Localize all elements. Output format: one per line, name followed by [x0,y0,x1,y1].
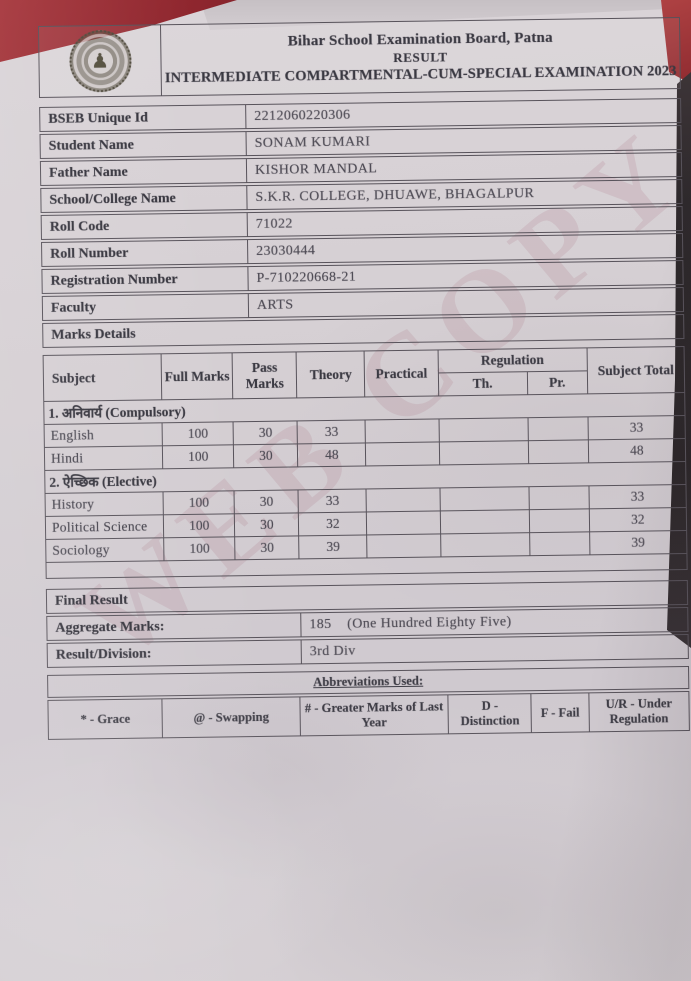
cell-subject: Political Science [45,514,164,540]
cell-theory: 39 [299,534,368,559]
title-block: Bihar School Examination Board, Patna RE… [161,18,680,95]
cell-full: 100 [162,444,234,469]
field-label: Result/Division: [46,639,302,668]
cell-pass: 30 [234,512,300,537]
col-header-full-marks: Full Marks [161,352,233,400]
col-header-regulation: Regulation [437,347,588,373]
cell-subject: English [44,422,163,448]
field-label: Aggregate Marks: [46,612,302,641]
cell-subject: Hindi [44,445,163,471]
col-header-subject: Subject [43,353,162,402]
cell-reg-th [440,532,530,557]
cell-practical [365,441,440,466]
cell-practical [367,533,441,558]
seal-figure-icon: ♟ [90,48,110,73]
cell-full: 100 [163,513,235,538]
col-header-subject-total: Subject Total [586,346,685,394]
result-document: ♟ Bihar School Examination Board, Patna … [38,17,690,742]
cell-theory: 33 [297,419,366,444]
abbr-under-regulation: U/R - Under Regulation [588,690,690,733]
field-label: BSEB Unique Id [39,104,247,132]
cell-total: 48 [588,438,686,463]
field-value: KISHOR MANDAL [246,152,683,184]
field-value: 23030444 [247,233,684,265]
cell-reg-pr [529,531,590,556]
cell-theory: 33 [298,488,367,513]
field-value: ARTS [248,287,685,319]
abbr-distinction: D - Distinction [448,693,533,735]
cell-total: 39 [589,530,687,555]
cell-practical [366,510,441,535]
cell-reg-pr [528,439,589,464]
bseb-seal-icon: ♟ [68,29,132,93]
cell-reg-th [439,486,529,511]
marks-header-row: Subject Full Marks Pass Marks Theory Pra… [43,346,685,402]
cell-reg-pr [528,508,590,533]
cell-theory: 48 [297,442,367,467]
col-header-reg-th: Th. [437,371,528,396]
abbr-grace: * - Grace [47,698,164,740]
abbreviations-row: * - Grace @ - Swapping # - Greater Marks… [47,690,690,740]
field-label: Faculty [41,293,250,321]
cell-pass: 30 [233,443,299,468]
field-value: 185 (One Hundred Eighty Five) [301,606,689,638]
col-header-practical: Practical [364,349,439,397]
abbreviations-table: Abbreviations Used: * - Grace @ - Swappi… [47,664,690,742]
cell-total: 32 [589,507,687,532]
exam-title: INTERMEDIATE COMPARTMENTAL-CUM-SPECIAL E… [164,63,677,87]
cell-total: 33 [587,415,686,440]
field-label: Student Name [39,131,247,159]
field-value: 3rd Div [301,633,689,665]
cell-reg-th [438,440,529,465]
field-label: Roll Code [40,212,248,240]
cell-pass: 30 [234,489,299,514]
col-header-reg-pr: Pr. [527,370,588,395]
cell-full: 100 [163,490,235,515]
cell-full: 100 [162,421,234,446]
field-label: Registration Number [41,266,249,294]
cell-pass: 30 [233,420,298,445]
cell-reg-pr [527,416,589,441]
cell-practical [365,418,439,443]
abbr-fail: F - Fail [531,692,590,734]
cell-reg-th [439,509,530,534]
col-header-pass-marks: Pass Marks [232,351,298,399]
abbr-greater-marks: # - Greater Marks of Last Year [300,694,450,737]
cell-theory: 32 [298,511,368,536]
abbr-swapping: @ - Swapping [162,696,301,739]
result-label: RESULT [393,49,448,66]
marks-table: Subject Full Marks Pass Marks Theory Pra… [43,346,688,579]
cell-subject: Sociology [45,537,165,563]
board-name: Bihar School Examination Board, Patna [287,29,553,50]
field-value: 71022 [247,206,683,238]
field-value: S.K.R. COLLEGE, DHUAWE, BHAGALPUR [247,179,683,211]
identity-table: BSEB Unique Id 2212060220306 Student Nam… [39,96,685,350]
field-value: 2212060220306 [246,98,682,130]
logo-cell: ♟ [39,25,162,97]
field-label: Father Name [39,158,248,186]
cell-total: 33 [588,484,687,509]
cell-pass: 30 [234,535,300,560]
document-header: ♟ Bihar School Examination Board, Patna … [38,17,681,98]
final-result-table: Final Result Aggregate Marks: 185 (One H… [45,578,689,670]
col-header-theory: Theory [296,350,366,398]
cell-practical [366,487,440,512]
cell-reg-pr [528,485,590,510]
field-value: SONAM KUMARI [246,125,682,157]
field-label: Roll Number [41,239,249,267]
cell-full: 100 [163,536,236,561]
field-value: P-710220668-21 [248,260,684,292]
cell-subject: History [45,491,164,517]
cell-reg-th [438,417,529,442]
field-label: School/College Name [40,185,248,213]
